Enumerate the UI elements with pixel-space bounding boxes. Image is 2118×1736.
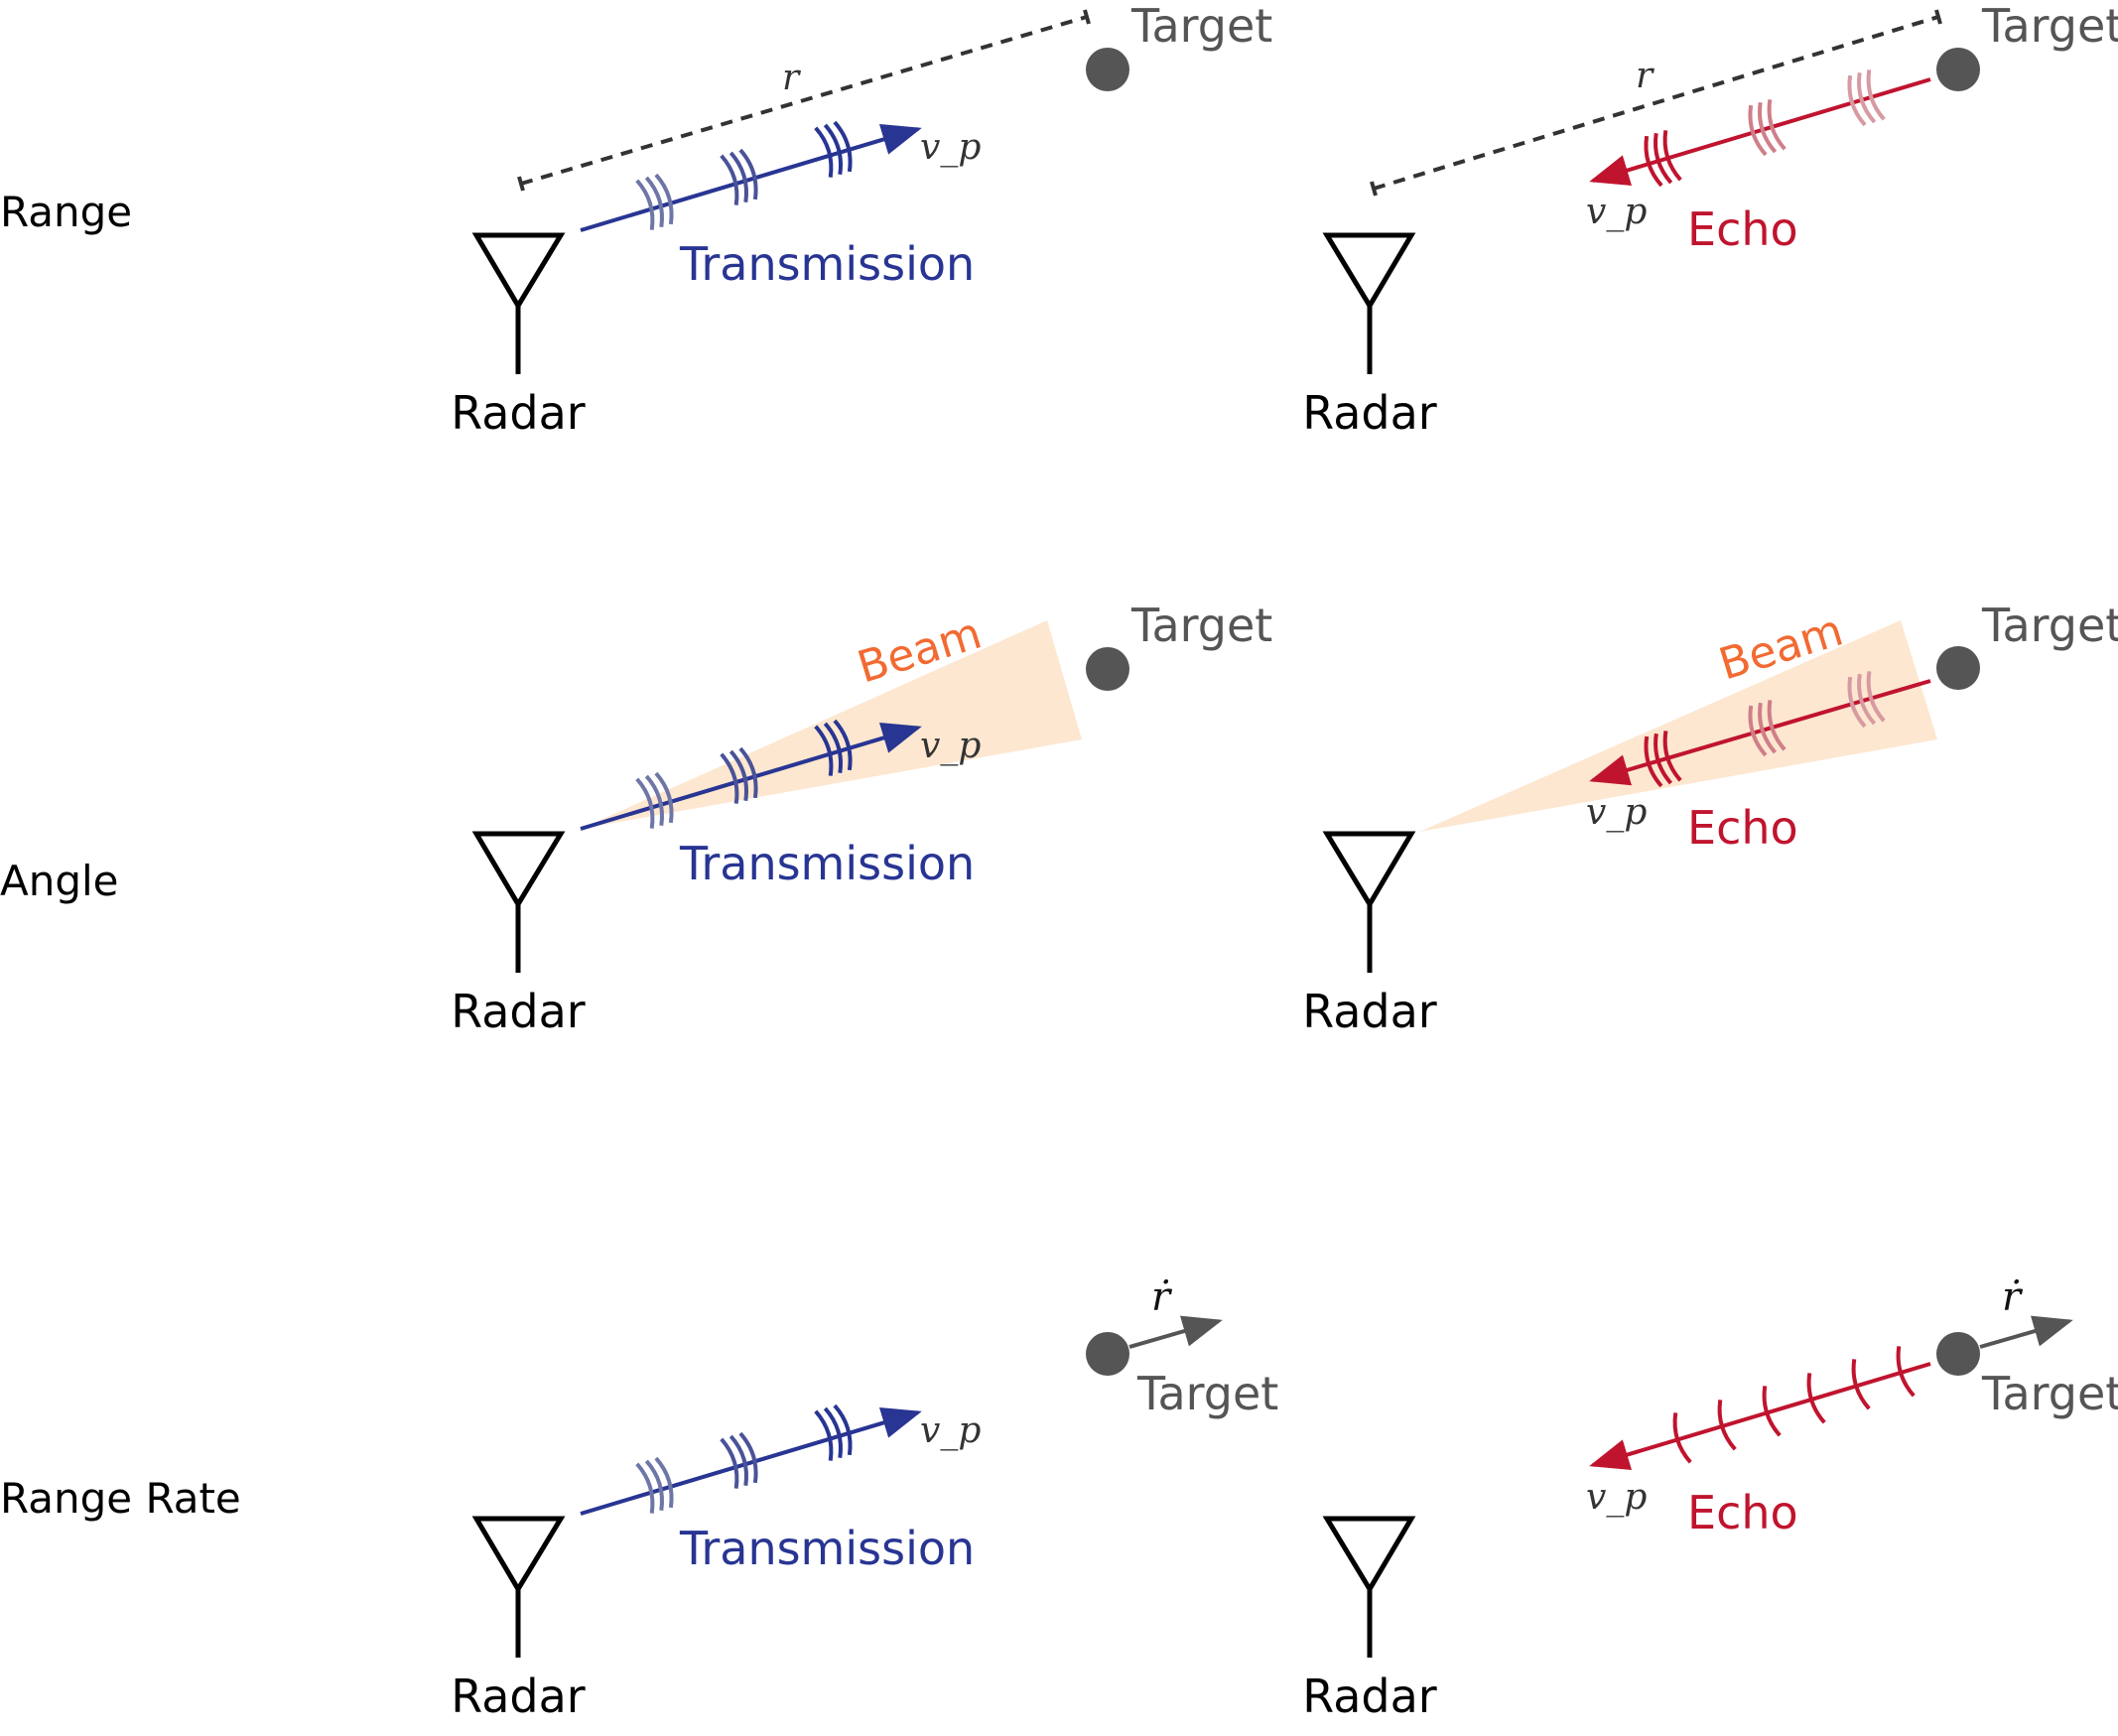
radar-antenna-icon — [471, 831, 566, 973]
target-icon — [1936, 1332, 1980, 1376]
range-rate-transmission-panel: Radar ṙ Target v_p Transmission — [451, 1274, 1278, 1723]
target-icon — [1086, 647, 1129, 691]
radar-label: Radar — [451, 985, 586, 1038]
transmission-arrow — [580, 723, 922, 831]
radar-label: Radar — [1302, 386, 1437, 440]
echo-label: Echo — [1687, 1486, 1798, 1539]
target-icon — [1936, 646, 1980, 690]
echo-label: Echo — [1687, 202, 1798, 256]
beam-cone — [1419, 620, 1937, 832]
row-label-range-rate: Range Rate — [0, 1474, 241, 1523]
radar-label: Radar — [1302, 985, 1437, 1038]
range-rate-symbol: ṙ — [1151, 1274, 1173, 1320]
range-symbol: r — [1636, 56, 1655, 96]
transmission-label: Transmission — [679, 837, 975, 890]
range-transmission-panel: r Radar Target v_p Transmission — [451, 0, 1272, 440]
target-label: Target — [1136, 1367, 1278, 1420]
transmission-wave-icon — [635, 719, 853, 829]
echo-wave-icon — [1672, 1346, 1916, 1464]
echo-wave-icon — [1644, 671, 1886, 788]
target-label: Target — [1130, 599, 1272, 652]
range-dimension-tick — [517, 176, 525, 192]
radar-antenna-icon — [1322, 232, 1416, 374]
echo-label: Echo — [1687, 801, 1798, 855]
radar-label: Radar — [451, 1669, 586, 1723]
transmission-arrow — [580, 1407, 922, 1516]
row-label-range: Range — [0, 188, 132, 236]
transmission-label: Transmission — [679, 1522, 975, 1575]
propagation-velocity-label: v_p — [1586, 1477, 1647, 1518]
echo-wave-icon — [1644, 69, 1886, 188]
radar-antenna-icon — [1322, 831, 1416, 973]
transmission-wave-icon — [635, 1403, 853, 1514]
range-rate-echo-panel: Radar ṙ Target v_p Echo — [1302, 1274, 2118, 1723]
target-label: Target — [1981, 1367, 2118, 1420]
range-dimension-tick — [1370, 181, 1378, 197]
range-symbol: r — [782, 58, 801, 98]
radar-label: Radar — [1302, 1669, 1437, 1723]
range-dimension-line — [1373, 15, 1939, 191]
echo-arrow — [1589, 1362, 1931, 1470]
target-icon — [1086, 1332, 1129, 1376]
range-dimension-line — [520, 15, 1088, 186]
target-velocity-arrow — [1128, 1315, 1223, 1349]
range-dimension-tick — [1934, 9, 1942, 25]
target-icon — [1086, 48, 1129, 91]
range-dimension-tick — [1083, 9, 1091, 25]
radar-label: Radar — [451, 386, 586, 440]
propagation-velocity-label: v_p — [1586, 192, 1647, 232]
transmission-label: Transmission — [679, 237, 975, 291]
radar-antenna-icon — [471, 1516, 566, 1658]
range-echo-panel: r Radar Target v_p Echo — [1302, 0, 2118, 440]
row-label-angle: Angle — [0, 857, 119, 905]
target-label: Target — [1981, 599, 2118, 652]
propagation-velocity-label: v_p — [920, 127, 981, 168]
angle-transmission-panel: Beam Radar Target v_p Transmission — [451, 599, 1272, 1038]
transmission-arrow — [580, 124, 922, 232]
target-icon — [1936, 48, 1980, 91]
transmission-wave-icon — [635, 120, 853, 230]
target-label: Target — [1981, 0, 2118, 53]
target-velocity-arrow — [1979, 1315, 2073, 1349]
propagation-velocity-label: v_p — [1586, 792, 1647, 833]
range-rate-symbol: ṙ — [2002, 1274, 2024, 1320]
radar-antenna-icon — [471, 232, 566, 374]
propagation-velocity-label: v_p — [920, 1410, 981, 1451]
target-label: Target — [1130, 0, 1272, 53]
angle-echo-panel: Beam Radar Target v_p Echo — [1302, 599, 2118, 1038]
radar-antenna-icon — [1322, 1516, 1416, 1658]
beam-cone — [581, 620, 1082, 829]
propagation-velocity-label: v_p — [920, 726, 981, 766]
